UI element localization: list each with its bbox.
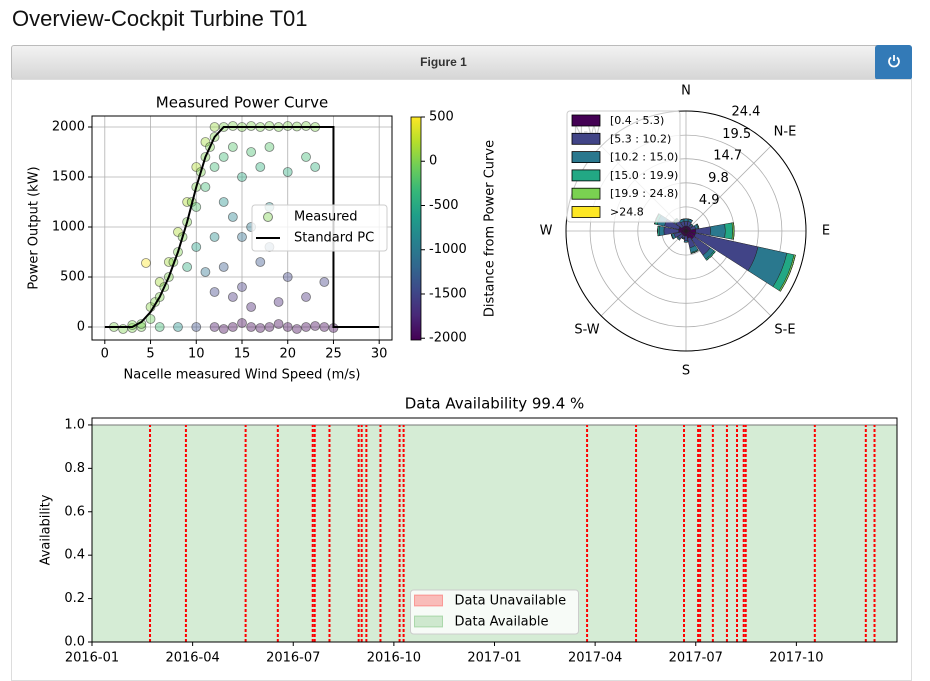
figure-header: Figure 1: [11, 45, 912, 80]
figure-label: Figure 1: [12, 55, 875, 69]
page-title: Overview-Cockpit Turbine T01: [12, 6, 308, 32]
close-figure-button[interactable]: [875, 45, 912, 80]
power-icon: [887, 54, 901, 68]
figure-panel: [11, 79, 912, 681]
